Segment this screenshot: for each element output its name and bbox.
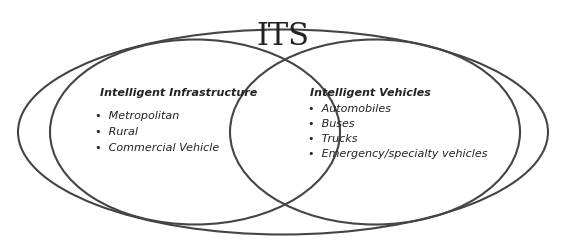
Text: •  Trucks: • Trucks bbox=[308, 134, 358, 143]
Text: •  Metropolitan: • Metropolitan bbox=[95, 110, 179, 120]
Text: •  Emergency/specialty vehicles: • Emergency/specialty vehicles bbox=[308, 148, 487, 158]
Text: •  Rural: • Rural bbox=[95, 126, 138, 136]
Text: Intelligent Vehicles: Intelligent Vehicles bbox=[310, 88, 431, 98]
Text: ITS: ITS bbox=[256, 21, 310, 52]
Text: •  Commercial Vehicle: • Commercial Vehicle bbox=[95, 142, 219, 152]
Text: •  Automobiles: • Automobiles bbox=[308, 104, 391, 114]
Text: Intelligent Infrastructure: Intelligent Infrastructure bbox=[100, 88, 258, 98]
Text: •  Buses: • Buses bbox=[308, 118, 355, 128]
